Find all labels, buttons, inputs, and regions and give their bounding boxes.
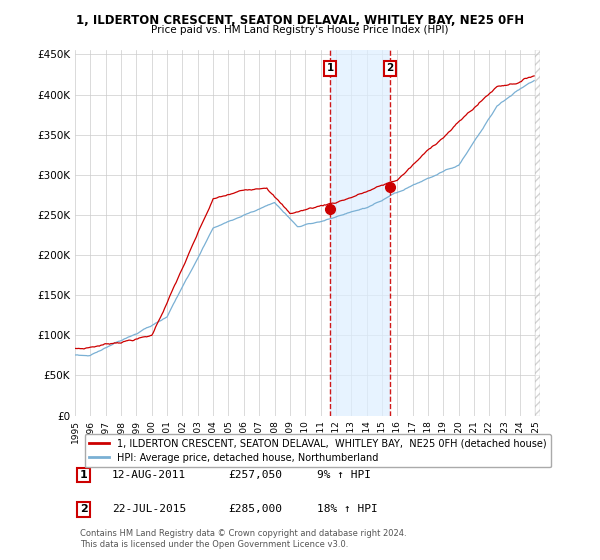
- Text: 1: 1: [326, 63, 334, 73]
- Text: 2: 2: [386, 63, 394, 73]
- Text: 1: 1: [80, 470, 88, 480]
- Legend: 1, ILDERTON CRESCENT, SEATON DELAVAL,  WHITLEY BAY,  NE25 0FH (detached house), : 1, ILDERTON CRESCENT, SEATON DELAVAL, WH…: [85, 434, 551, 468]
- Text: 18% ↑ HPI: 18% ↑ HPI: [317, 505, 377, 514]
- Text: 1, ILDERTON CRESCENT, SEATON DELAVAL, WHITLEY BAY, NE25 0FH: 1, ILDERTON CRESCENT, SEATON DELAVAL, WH…: [76, 14, 524, 27]
- Text: 12-AUG-2011: 12-AUG-2011: [112, 470, 187, 480]
- Text: Contains HM Land Registry data © Crown copyright and database right 2024.
This d: Contains HM Land Registry data © Crown c…: [80, 529, 406, 549]
- Bar: [330, 50, 390, 416]
- Text: £285,000: £285,000: [229, 505, 283, 514]
- Text: 9% ↑ HPI: 9% ↑ HPI: [317, 470, 371, 480]
- Text: £257,050: £257,050: [229, 470, 283, 480]
- Text: 2: 2: [80, 505, 88, 514]
- Text: Price paid vs. HM Land Registry's House Price Index (HPI): Price paid vs. HM Land Registry's House …: [151, 25, 449, 35]
- Text: 22-JUL-2015: 22-JUL-2015: [112, 505, 187, 514]
